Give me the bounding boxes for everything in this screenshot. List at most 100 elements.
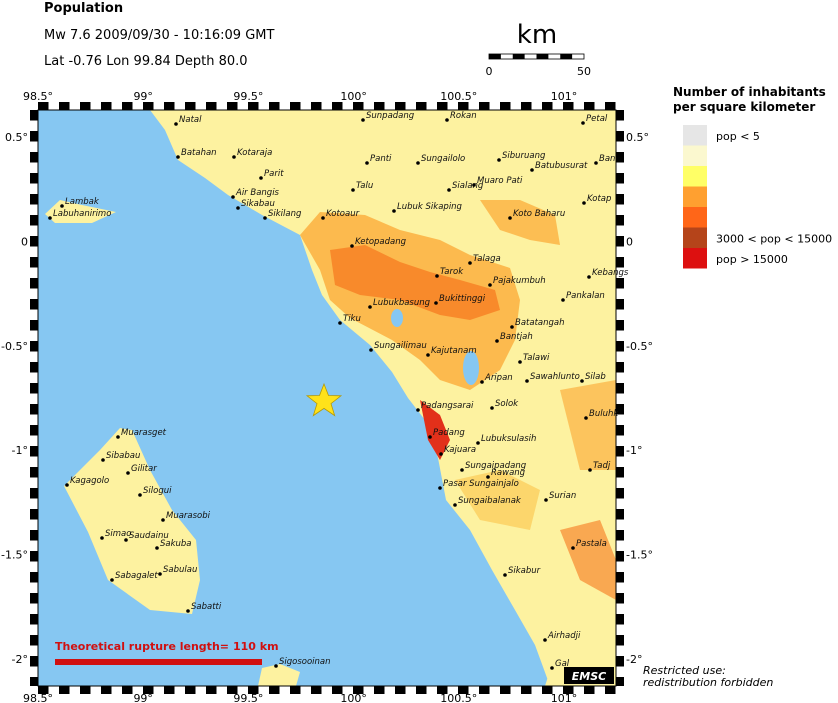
border-tick: [521, 686, 532, 694]
place-dot: [543, 638, 547, 642]
place-label: Sialang: [452, 181, 484, 191]
place-dot: [447, 188, 451, 192]
border-tick: [584, 686, 595, 694]
place-dot: [480, 380, 484, 384]
border-tick: [616, 131, 624, 142]
border-tick: [616, 215, 624, 226]
border-tick: [395, 686, 406, 694]
lon-label: 100.5°: [440, 692, 477, 703]
epicenter-star: [305, 382, 343, 417]
place-dot: [435, 274, 439, 278]
place-dot: [138, 493, 142, 497]
border-tick: [437, 102, 448, 110]
border-tick: [542, 102, 553, 110]
place-dot: [581, 121, 585, 125]
lat-label: 0.5°: [626, 131, 649, 144]
border-tick: [563, 102, 574, 110]
border-tick: [30, 236, 38, 247]
place-dot: [426, 353, 430, 357]
lat-label: 0: [626, 235, 633, 248]
border-tick: [584, 102, 595, 110]
border-tick: [311, 686, 322, 694]
border-tick: [332, 102, 343, 110]
border-tick: [395, 102, 406, 110]
place-dot: [101, 458, 105, 462]
legend-label: 3000 < pop < 15000: [716, 233, 832, 246]
place-label: Muaro Pati: [477, 176, 523, 186]
place-dot: [186, 609, 190, 613]
border-tick: [101, 102, 112, 110]
border-tick: [30, 572, 38, 583]
lon-label: 100.5°: [440, 90, 477, 103]
place-label: Solok: [495, 399, 519, 409]
border-tick: [290, 102, 301, 110]
border-tick: [30, 467, 38, 478]
place-dot: [236, 206, 240, 210]
place-dot: [392, 209, 396, 213]
place-label: Kagagolo: [70, 476, 109, 486]
legend-label: pop > 15000: [716, 253, 788, 266]
border-tick: [30, 614, 38, 625]
legend-title: per square kilometer: [673, 100, 815, 114]
border-tick: [616, 362, 624, 373]
place-label: Sabatti: [191, 602, 222, 612]
border-tick: [563, 686, 574, 694]
lon-label: 98.5°: [23, 692, 53, 703]
place-label: Labuhanirimo: [53, 209, 111, 219]
border-tick: [122, 686, 133, 694]
event-line: Mw 7.6 2009/09/30 - 10:16:09 GMT: [44, 28, 274, 43]
place-dot: [274, 664, 278, 668]
place-dot: [472, 183, 476, 187]
place-label: Padangsarai: [421, 401, 474, 411]
place-dot: [550, 666, 554, 670]
lat-label: -2°: [12, 653, 28, 666]
border-tick: [311, 102, 322, 110]
border-tick: [59, 102, 70, 110]
place-label: Sungaipadang: [465, 461, 527, 471]
place-dot: [158, 572, 162, 576]
scale-tick: 0: [486, 65, 493, 78]
lon-label: 100°: [340, 90, 367, 103]
border-tick: [30, 194, 38, 205]
border-tick: [605, 686, 616, 694]
place-dot: [584, 416, 588, 420]
place-dot: [510, 325, 514, 329]
border-tick: [30, 446, 38, 457]
legend-swatch: [683, 186, 707, 207]
place-dot: [231, 195, 235, 199]
border-tick: [206, 102, 217, 110]
place-dot: [124, 538, 128, 542]
border-tick: [521, 102, 532, 110]
place-dot: [232, 155, 236, 159]
title: Population: [44, 1, 123, 16]
place-label: Pajakumbuh: [493, 276, 546, 286]
place-label: Sungaibalanak: [458, 496, 522, 506]
restriction-note: redistribution forbidden: [643, 676, 773, 689]
place-label: Sabulau: [163, 565, 197, 575]
place-dot: [571, 546, 575, 550]
scale-segment: [489, 54, 501, 59]
border-tick: [38, 102, 49, 110]
place-label: Petal: [586, 114, 608, 124]
place-dot: [594, 161, 598, 165]
place-dot: [476, 441, 480, 445]
location-line: Lat -0.76 Lon 99.84 Depth 80.0: [44, 54, 248, 69]
land: [45, 110, 616, 686]
place-dot: [365, 161, 369, 165]
lat-label: 0.5°: [5, 131, 28, 144]
place-label: Kebangs: [592, 268, 629, 278]
place-label: Pankalan: [566, 291, 605, 301]
lat-label: -2°: [626, 653, 642, 666]
place-dot: [438, 486, 442, 490]
legend: pop < 5 3000 < pop < 15000 pop > 15000: [683, 125, 832, 269]
border-tick: [616, 383, 624, 394]
border-tick: [616, 152, 624, 163]
place-label: Silab: [585, 372, 606, 382]
border-tick: [164, 686, 175, 694]
place-label: Lubukbasung: [373, 298, 431, 308]
place-label: Simao: [105, 529, 131, 539]
border-tick: [616, 278, 624, 289]
place-dot: [155, 546, 159, 550]
place-dot: [439, 452, 443, 456]
